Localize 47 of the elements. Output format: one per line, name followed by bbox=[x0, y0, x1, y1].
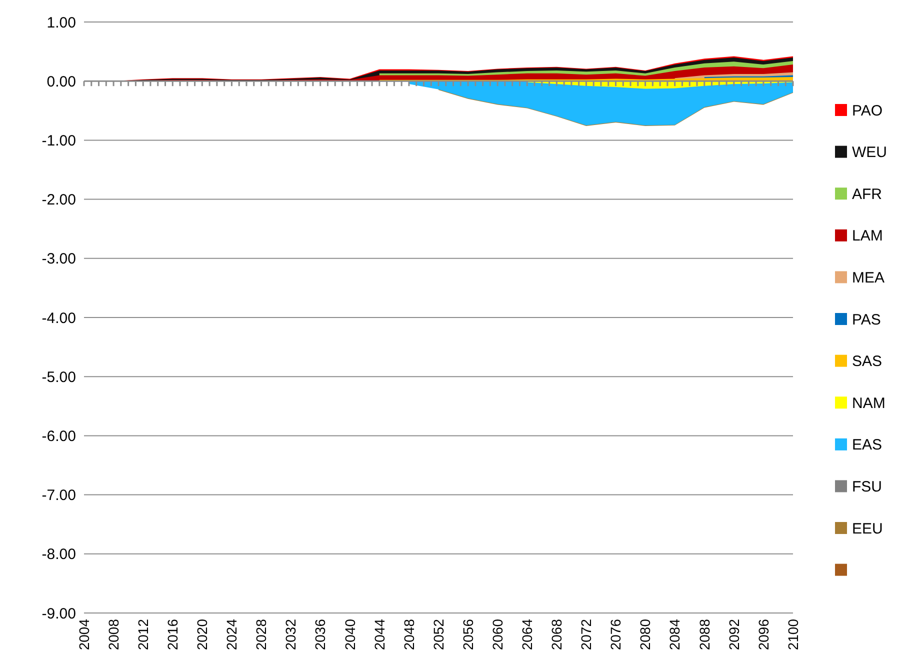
y-tick-label: -4.00 bbox=[42, 310, 76, 327]
y-tick-label: -7.00 bbox=[42, 487, 76, 504]
x-tick-label: 2068 bbox=[548, 618, 565, 650]
legend-label: AFR bbox=[852, 186, 882, 203]
legend-label: PAS bbox=[852, 311, 881, 328]
y-tick-label: -3.00 bbox=[42, 250, 76, 268]
y-tick-label: -2.00 bbox=[42, 192, 76, 209]
x-tick-label: 2056 bbox=[460, 618, 476, 650]
x-tick-label: 2028 bbox=[253, 618, 270, 650]
x-tick-label: 2092 bbox=[726, 618, 742, 650]
y-tick-label: -1.00 bbox=[42, 132, 76, 150]
x-tick-label: 2004 bbox=[76, 618, 92, 650]
x-tick-label: 2032 bbox=[282, 618, 299, 650]
legend-label: NAM bbox=[852, 394, 886, 412]
x-tick-label: 2012 bbox=[134, 618, 151, 650]
x-tick-label: 2060 bbox=[489, 618, 506, 650]
x-tick-label: 2052 bbox=[430, 618, 446, 650]
x-tick-label: 2076 bbox=[608, 618, 624, 650]
x-tick-label: 2088 bbox=[696, 618, 712, 650]
x-tick-label: 2048 bbox=[400, 618, 417, 650]
x-tick-label: 2044 bbox=[371, 618, 388, 650]
legend-label: WEU bbox=[852, 144, 887, 162]
x-tick-label: 2064 bbox=[519, 618, 536, 650]
legend-label: PAO bbox=[852, 102, 883, 120]
x-tick-label: 2024 bbox=[224, 618, 240, 650]
x-tick-label: 2072 bbox=[578, 618, 594, 650]
legend-label: FSU bbox=[852, 478, 882, 496]
x-tick-label: 2100 bbox=[784, 618, 801, 650]
x-tick-label: 2084 bbox=[666, 618, 683, 650]
x-tick-label: 2020 bbox=[194, 618, 210, 650]
legend-label: LAM bbox=[852, 228, 883, 245]
x-tick-label: 2008 bbox=[105, 618, 122, 650]
legend-label: MEA bbox=[852, 269, 885, 286]
x-tick-label: 2080 bbox=[637, 618, 654, 650]
legend-label: SAS bbox=[852, 353, 882, 370]
y-tick-label: 0.00 bbox=[46, 73, 76, 90]
x-tick-label: 2040 bbox=[342, 618, 358, 650]
legend-label: EAS bbox=[852, 436, 882, 454]
x-tick-label: 2016 bbox=[164, 618, 181, 650]
y-tick-label: -9.00 bbox=[42, 605, 76, 622]
y-tick-label: -8.00 bbox=[42, 546, 76, 564]
y-tick-label: -6.00 bbox=[42, 428, 76, 445]
x-tick-label: 2036 bbox=[312, 618, 328, 650]
y-tick-label: 1.00 bbox=[46, 14, 76, 32]
x-tick-label: 2096 bbox=[755, 618, 772, 650]
legend-label: EEU bbox=[852, 520, 883, 538]
y-tick-label: -5.00 bbox=[42, 368, 76, 386]
